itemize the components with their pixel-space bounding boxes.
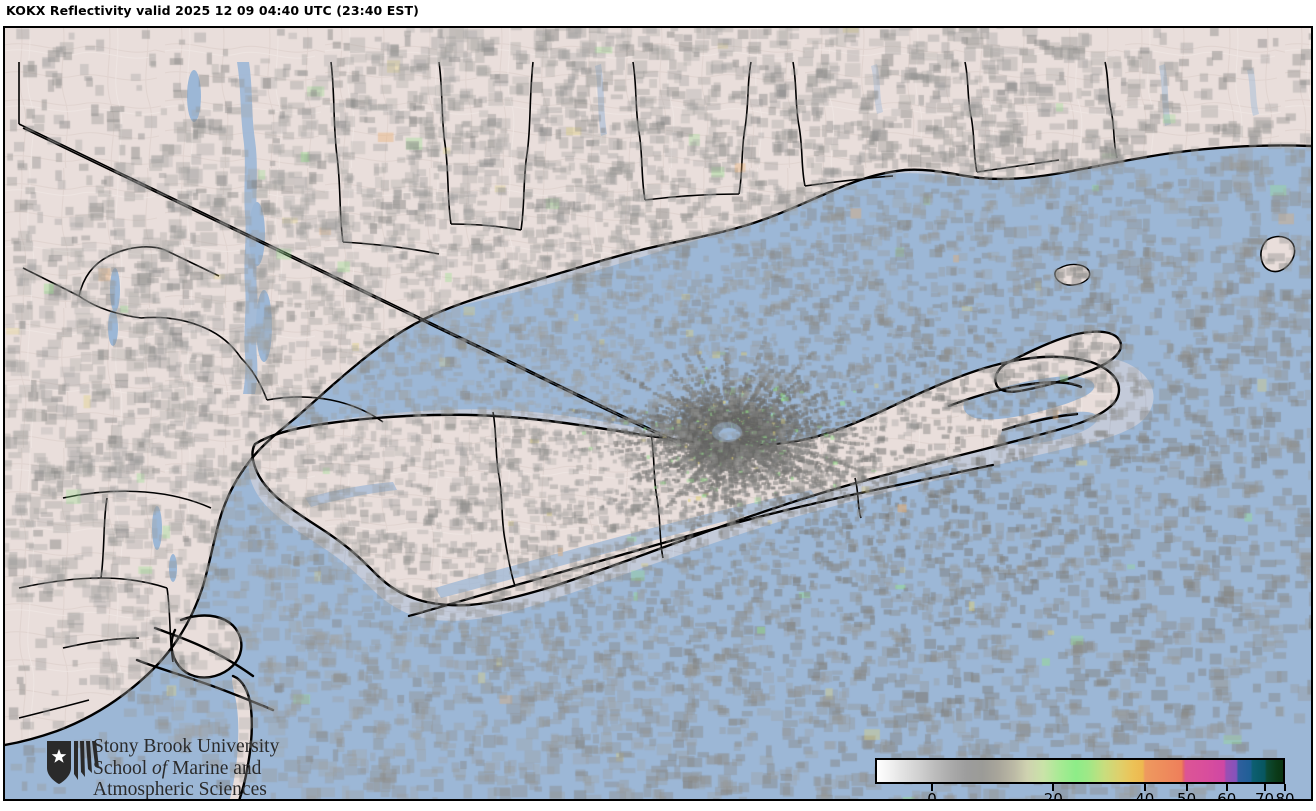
map-canvas[interactable]: 0 20 40 50 60 70 80 Stony Brook University: [5, 28, 1311, 799]
colorbar-tick-label: 70: [1254, 790, 1275, 799]
map-frame[interactable]: 0 20 40 50 60 70 80 Stony Brook University: [3, 26, 1313, 801]
stony-brook-logo: Stony Brook University School of Marine …: [45, 736, 335, 799]
logo-line-2: School of Marine and: [93, 758, 279, 780]
colorbar-tick: [1284, 784, 1286, 791]
colorbar-tick-label: 60: [1217, 790, 1237, 799]
logo-text: Stony Brook University School of Marine …: [93, 736, 279, 799]
radar-reflectivity-layer: [5, 28, 1311, 799]
colorbar-tick: [1263, 784, 1266, 791]
colorbar-tick: [1185, 784, 1188, 791]
colorbar-tick-label: 50: [1177, 790, 1197, 799]
logo-line-1: Stony Brook University: [93, 736, 280, 757]
colorbar-tick-label: 20: [1043, 790, 1063, 799]
colorbar-gradient: [875, 758, 1285, 784]
colorbar-tick-label: 40: [1135, 790, 1155, 799]
colorbar-tick: [1225, 784, 1228, 791]
logo-line-2-em: of: [152, 757, 168, 779]
page-title: KOKX Reflectivity valid 2025 12 09 04:40…: [6, 3, 419, 18]
colorbar-tick: [930, 784, 933, 791]
logo-line-2-a: School: [93, 757, 153, 779]
colorbar-tick-label: 80: [1275, 790, 1295, 799]
shield-icon: [47, 741, 99, 784]
reflectivity-colorbar: 0 20 40 50 60 70 80: [875, 758, 1295, 799]
colorbar-tick: [1143, 784, 1146, 791]
colorbar-tick-label: 0: [927, 790, 937, 799]
logo-line-2-b: Marine and: [167, 757, 262, 779]
colorbar-tick: [1052, 784, 1055, 791]
logo-line-3: Atmospheric Sciences: [93, 779, 267, 799]
